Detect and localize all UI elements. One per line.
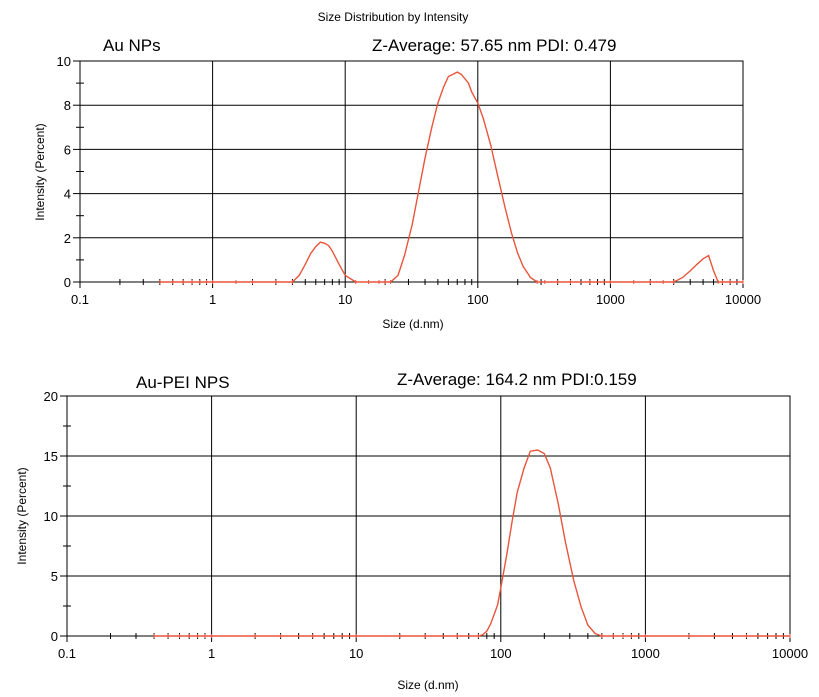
y-axis-label: Intensity (Percent)	[15, 467, 29, 564]
x-tick-label: 1	[209, 292, 216, 307]
y-tick-label: 2	[64, 231, 71, 246]
x-tick-label: 10	[338, 292, 352, 307]
y-tick-label: 10	[44, 509, 58, 524]
y-tick-label: 5	[51, 569, 58, 584]
x-tick-label: 1000	[596, 292, 625, 307]
y-tick-label: 8	[64, 98, 71, 113]
y-tick-label: 10	[57, 54, 71, 69]
x-tick-label: 0.1	[58, 646, 76, 661]
x-tick-label: 10	[349, 646, 363, 661]
y-tick-label: 15	[44, 449, 58, 464]
x-axis-label: Size (d.nm)	[382, 317, 443, 331]
y-tick-label: 6	[64, 142, 71, 157]
chart-bottom: Au-PEI NPS Z-Average: 164.2 nm PDI:0.159…	[15, 370, 808, 692]
y-tick-label: 0	[51, 629, 58, 644]
x-axis-label: Size (d.nm)	[397, 678, 458, 692]
y-tick-label: 0	[64, 275, 71, 290]
x-tick-label: 10000	[725, 292, 761, 307]
series-line	[159, 71, 743, 283]
x-tick-label: 10000	[772, 646, 808, 661]
series-line	[154, 449, 790, 637]
x-tick-label: 0.1	[71, 292, 89, 307]
sample-label: Au NPs	[103, 36, 161, 55]
sample-label: Au-PEI NPS	[136, 373, 230, 392]
x-tick-label: 100	[467, 292, 489, 307]
x-tick-label: 100	[490, 646, 512, 661]
x-tick-label: 1000	[631, 646, 660, 661]
y-axis-label: Intensity (Percent)	[33, 123, 47, 220]
x-tick-label: 1	[208, 646, 215, 661]
chart-top: Size Distribution by Intensity Au NPs Z-…	[33, 10, 761, 331]
y-tick-label: 20	[44, 389, 58, 404]
chart-title: Size Distribution by Intensity	[318, 10, 469, 24]
z-average-annotation: Z-Average: 57.65 nm PDI: 0.479	[372, 36, 616, 55]
y-tick-label: 4	[64, 187, 71, 202]
z-average-annotation: Z-Average: 164.2 nm PDI:0.159	[397, 370, 637, 389]
plot-frame	[79, 60, 744, 283]
